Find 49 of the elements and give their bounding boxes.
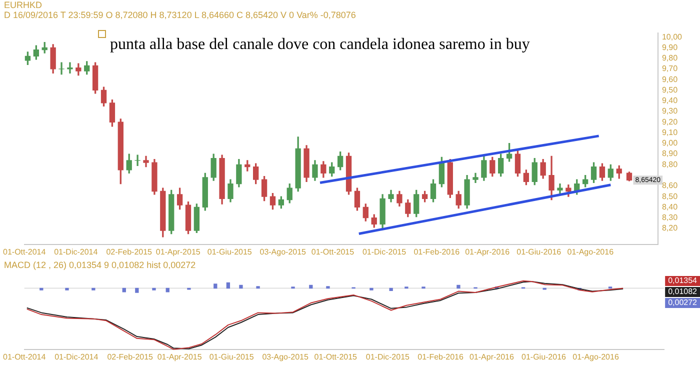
y-tick-label: 8,40 — [662, 202, 678, 212]
y-tick-label: 9,00 — [662, 138, 678, 148]
x-tick-label: 01-Ott-2014 — [2, 247, 46, 256]
x-tick-label: 01-Apr-2015 — [157, 352, 202, 362]
x-tick-label: 02-Feb-2015 — [107, 352, 154, 362]
x-tick-label: 03-Ago-2015 — [260, 247, 307, 256]
y-tick-label: 9,90 — [662, 42, 678, 52]
y-tick-label: 8,80 — [662, 160, 678, 169]
y-tick-label: 8,60 — [662, 181, 678, 190]
annotation: punta alla base del canale dove con candela idonea saremo in buy — [110, 36, 530, 54]
x-tick-label: 01-Apr-2016 — [469, 352, 514, 362]
x-tick-label: 01-Dic-2014 — [54, 247, 98, 256]
y-tick-label: 8,30 — [662, 213, 678, 222]
chart-title: MACD (12 , 26) 0,01354 9 0,01082 hist 0,00272 — [4, 260, 197, 270]
y-tick-label: 9,70 — [662, 64, 678, 74]
x-tick-label: 01-Ago-2016 — [572, 352, 620, 362]
x-tick-label: 01-Feb-2016 — [414, 247, 460, 256]
x-tick-label: 01-Apr-2015 — [156, 247, 201, 256]
chart-title: EURHKD — [4, 0, 44, 10]
y-tick-label: 8,50 — [662, 192, 678, 201]
x-tick-label: 01-Dic-2015 — [366, 352, 410, 362]
y-tick-label: 9,40 — [662, 96, 678, 106]
y-tick-label: 9,20 — [662, 117, 678, 126]
y-tick-label: 9,60 — [662, 74, 678, 84]
x-tick-label: 02-Feb-2015 — [106, 247, 153, 256]
x-tick-label: 01-Dic-2015 — [362, 247, 407, 256]
x-tick-label: 01-Giu-2015 — [209, 352, 254, 362]
y-tick-label: 9,10 — [662, 128, 678, 137]
x-tick-label: 01-Ago-2016 — [567, 247, 614, 256]
text: 0,01082 — [668, 287, 698, 296]
chart-subtitle: D 16/09/2016 T 23:59:59 O 8,72080 H 8,73120 L 8,64660 C 8,65420 V 0 Var% -0,78076 — [4, 10, 357, 20]
x-tick-label: 01-Apr-2016 — [465, 247, 510, 256]
y-tick-label: 9,80 — [662, 54, 678, 63]
y-tick-label: 8,20 — [662, 224, 678, 233]
x-tick-label: 01-Dic-2014 — [54, 352, 99, 362]
x-tick-label: 01-Giu-2016 — [522, 352, 567, 362]
y-tick-label: 10,00 — [662, 32, 683, 42]
x-tick-label: 01-Giu-2016 — [516, 247, 562, 256]
text: 0,01354 — [668, 276, 698, 286]
y-tick-label: 8,90 — [662, 149, 678, 158]
x-tick-label: 01-Ott-2015 — [311, 247, 355, 256]
x-tick-label: 01-Ott-2015 — [314, 352, 358, 362]
text: 0,00272 — [668, 298, 698, 308]
x-tick-label: 01-Feb-2016 — [418, 352, 464, 362]
y-tick-label: 9,50 — [662, 85, 678, 94]
y-tick-label: 9,30 — [662, 106, 678, 116]
x-tick-label: 03-Ago-2015 — [262, 352, 309, 362]
x-tick-label: 01-Ott-2014 — [2, 352, 46, 362]
x-tick-label: 01-Giu-2015 — [207, 247, 252, 256]
